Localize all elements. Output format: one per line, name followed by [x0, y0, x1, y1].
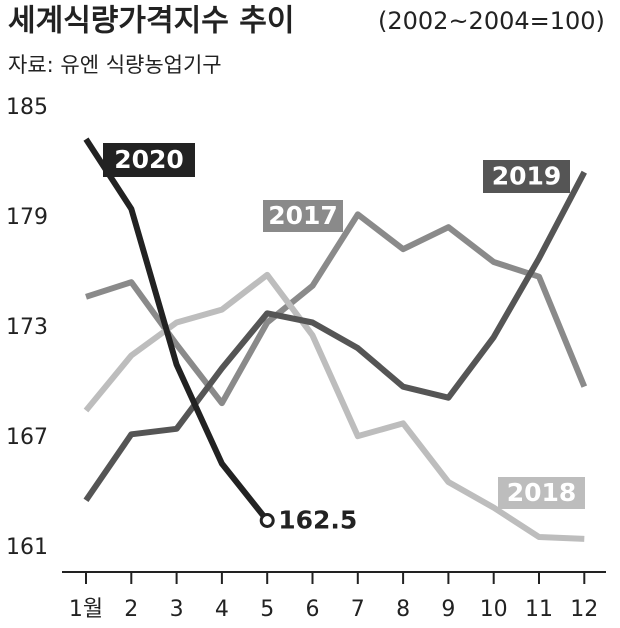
- x-tick-label: 1월: [69, 597, 103, 622]
- legend-label: 2020: [114, 145, 184, 174]
- x-tick-label: 10: [480, 597, 508, 622]
- x-tick-label: 7: [351, 597, 365, 622]
- x-tick-label: 3: [170, 597, 184, 622]
- chart-title: 세계식량가격지수 추이: [8, 4, 294, 39]
- x-tick-label: 2: [124, 597, 138, 622]
- end-marker: [259, 513, 275, 528]
- x-tick-label: 4: [215, 597, 229, 622]
- x-tick-label: 9: [441, 597, 455, 622]
- value-label: 162.5: [278, 506, 357, 535]
- x-tick-label: 5: [260, 597, 274, 622]
- source: 자료: 유엔 식량농업기구: [8, 53, 222, 77]
- y-tick-label: 167: [6, 425, 48, 450]
- legend-box: [498, 477, 585, 509]
- series-line: [83, 170, 587, 503]
- x-tick-label: 11: [525, 597, 553, 622]
- legend-label: 2019: [492, 162, 562, 191]
- y-tick-label: 161: [6, 535, 48, 560]
- y-tick-label: 173: [6, 315, 48, 340]
- legend-label: 2018: [507, 478, 577, 507]
- series-line: [83, 137, 270, 523]
- y-tick-label: 179: [6, 205, 48, 230]
- legend-label: 2017: [268, 201, 338, 230]
- x-tick-label: 12: [570, 597, 598, 622]
- chart-subtitle: (2002~2004=100): [378, 7, 605, 35]
- legend-box: [483, 160, 570, 193]
- legend-box: [103, 143, 195, 177]
- x-tick-label: 8: [396, 597, 410, 622]
- y-tick-label: 185: [6, 95, 48, 120]
- legend-box: [263, 200, 343, 232]
- x-tick-label: 6: [306, 597, 320, 622]
